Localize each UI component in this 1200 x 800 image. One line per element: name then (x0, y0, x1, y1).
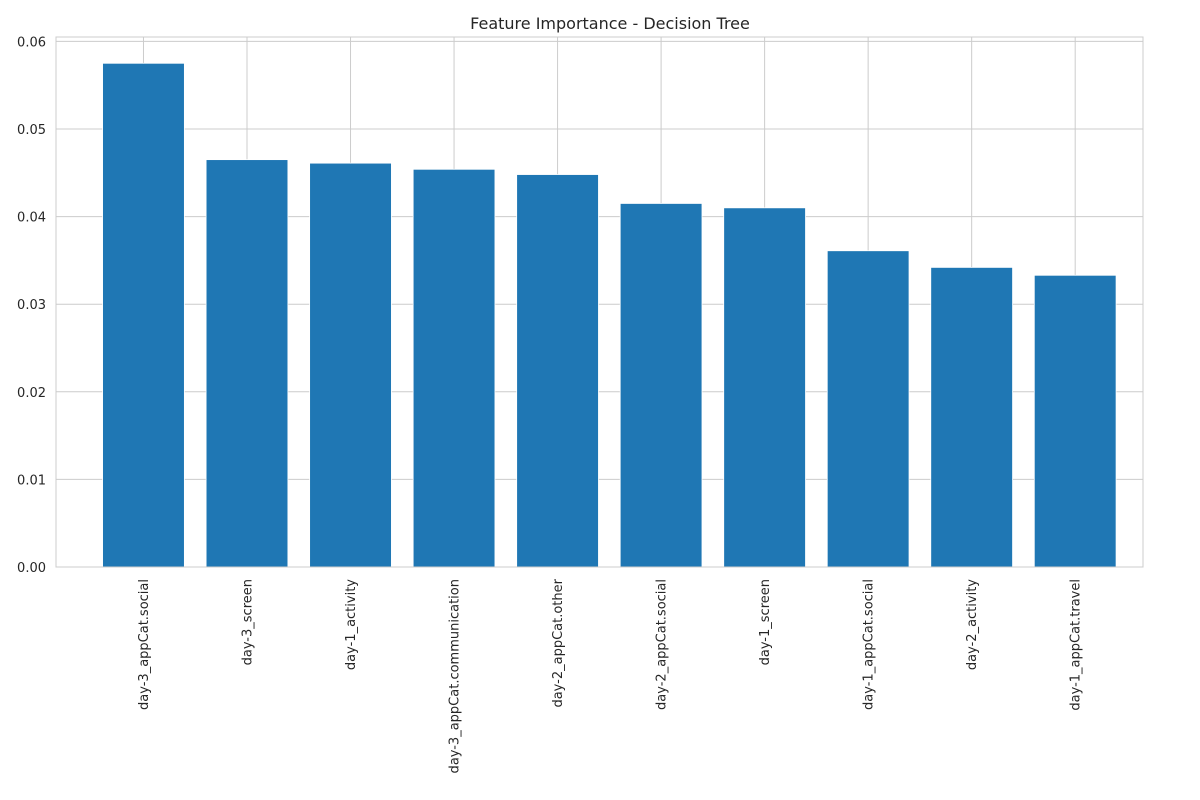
y-tick-label: 0.05 (17, 123, 46, 138)
y-axis-ticks: 0.00 0.01 0.02 0.03 0.04 0.05 0.06 (17, 35, 46, 576)
bar (723, 207, 806, 568)
bar (102, 62, 185, 568)
x-tick-label: day-1_appCat.social (862, 579, 877, 710)
chart-title: Feature Importance - Decision Tree (470, 14, 750, 33)
y-tick-label: 0.06 (17, 35, 46, 50)
x-tick-label: day-1_activity (344, 579, 359, 670)
x-tick-label: day-2_appCat.social (655, 579, 670, 710)
x-tick-label: day-1_screen (758, 579, 773, 665)
x-tick-label: day-3_appCat.communication (448, 579, 463, 773)
bar (516, 174, 599, 568)
bar (826, 250, 910, 568)
plot-area-frame (55, 36, 1144, 568)
bar (309, 162, 392, 568)
bars-layer (102, 62, 1117, 568)
x-tick-label: day-3_appCat.social (137, 579, 152, 710)
x-tick-label: day-2_appCat.other (551, 578, 566, 707)
x-tick-label: day-1_appCat.travel (1069, 579, 1084, 711)
y-tick-label: 0.00 (17, 561, 46, 576)
bar (205, 159, 289, 568)
x-tick-label: day-2_activity (965, 579, 980, 670)
y-tick-label: 0.03 (17, 298, 46, 313)
x-tick-label: day-3_screen (241, 579, 256, 665)
bar (412, 168, 496, 568)
y-tick-label: 0.02 (17, 386, 46, 401)
y-tick-label: 0.01 (17, 473, 46, 488)
bar (930, 266, 1013, 568)
bar (619, 203, 703, 568)
y-tick-label: 0.04 (17, 211, 46, 226)
bar (1033, 274, 1117, 568)
x-axis-ticks: day-3_appCat.social day-3_screen day-1_act… (137, 578, 1084, 773)
